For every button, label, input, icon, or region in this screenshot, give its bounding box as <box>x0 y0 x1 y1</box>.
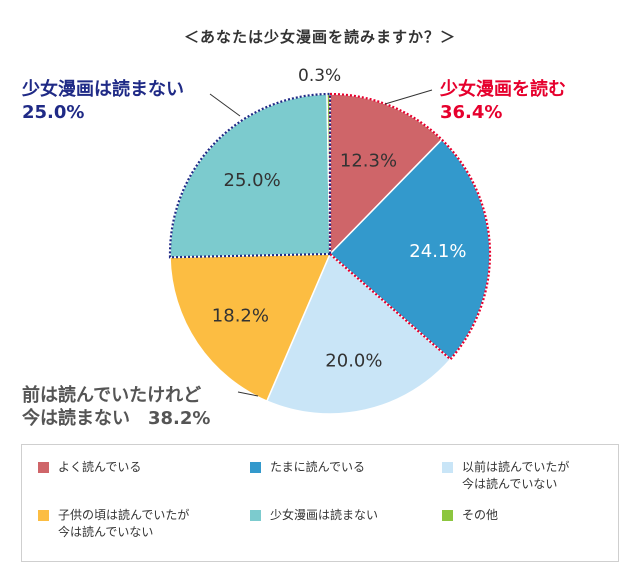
slice-label: 20.0% <box>325 350 382 371</box>
legend-item-never: 少女漫画は読まない <box>250 507 378 524</box>
legend-swatch <box>38 462 49 473</box>
slice-label: 25.0% <box>224 170 281 191</box>
chart-title: ＜あなたは少女漫画を読みますか？＞ <box>183 28 456 46</box>
pie-chart: 12.3% 24.1% 20.0% 18.2% 25.0% <box>168 89 492 415</box>
slice-label: 24.1% <box>409 241 466 262</box>
callout-used-to-read-value: 今は読まない 38.2% <box>22 408 211 429</box>
leader-line-read <box>384 89 433 105</box>
slice-used-to <box>265 252 452 415</box>
legend-item-often: よく読んでいる <box>38 459 141 476</box>
legend-label: 以前は読んでいたが 今は読んでいない <box>462 460 570 491</box>
callout-used-to-read-title: 前は読んでいたけれど <box>22 385 202 406</box>
callout-used-to-read-group: 前は読んでいたけれど 今は読まない 38.2% <box>22 384 210 430</box>
callout-read-group: 少女漫画を読む 36.4% <box>440 78 566 124</box>
legend-label: その他 <box>462 508 499 522</box>
legend-label: よく読んでいる <box>58 460 142 474</box>
slice-label-other: 0.3% <box>298 66 342 86</box>
legend-swatch <box>442 510 453 521</box>
callout-read-value: 36.4% <box>440 102 503 123</box>
legend-label: 少女漫画は読まない <box>270 508 379 522</box>
legend-label: たまに読んでいる <box>270 460 366 474</box>
leader-line-not-read <box>209 93 241 117</box>
legend-swatch <box>38 510 49 521</box>
legend-swatch <box>442 462 453 473</box>
legend: よく読んでいる たまに読んでいる 以前は読んでいたが 今は読んでいない 子供の頃… <box>21 444 619 562</box>
legend-swatch <box>250 462 261 473</box>
callout-not-read-value: 25.0% <box>22 102 85 123</box>
callout-read-title: 少女漫画を読む <box>440 79 566 100</box>
slice-label: 12.3% <box>340 151 397 172</box>
legend-item-sometimes: たまに読んでいる <box>250 459 365 476</box>
group-outline-not-read <box>168 92 332 259</box>
callout-not-read-group: 少女漫画は読まない 25.0% <box>22 78 184 124</box>
legend-item-used-to: 以前は読んでいたが 今は読んでいない <box>442 459 569 493</box>
legend-swatch <box>250 510 261 521</box>
legend-item-as-child: 子供の頃は読んでいたが 今は読んでいない <box>38 507 189 541</box>
leader-line-used-to-read <box>237 391 259 397</box>
slice-label: 18.2% <box>212 305 269 326</box>
callout-not-read-title: 少女漫画は読まない <box>22 79 184 100</box>
legend-label: 子供の頃は読んでいたが 今は読んでいない <box>58 508 190 539</box>
slice-as-child <box>169 253 332 402</box>
legend-item-other: その他 <box>442 507 498 524</box>
